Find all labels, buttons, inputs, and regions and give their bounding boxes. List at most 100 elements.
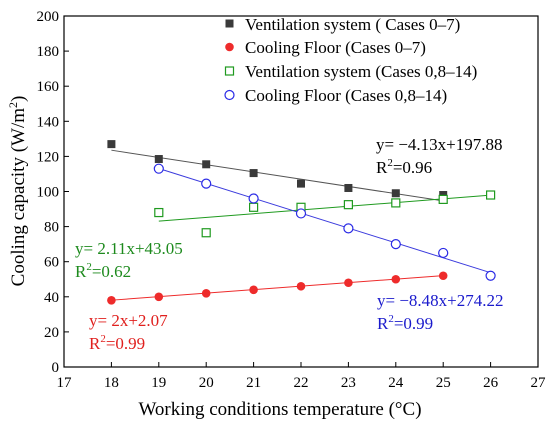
- r-squared-suffix: =0.62: [92, 262, 131, 281]
- annotation-cooling-floor-0-8-14: y= −8.48x+274.22 R2=0.99: [377, 291, 504, 333]
- legend-entry-cooling-floor-0-7: Cooling Floor (Cases 0–7): [225, 38, 426, 57]
- data-point-filled-square: [154, 155, 163, 164]
- r-squared-suffix: =0.99: [106, 334, 145, 353]
- data-point-filled-square: [391, 189, 400, 198]
- y-axis-label-main: Cooling capacity (W/m: [8, 108, 29, 287]
- x-tick-label: 19: [151, 375, 166, 391]
- x-tick-label: 17: [57, 375, 73, 391]
- data-point-open-square: [201, 228, 211, 238]
- fit-line-series-2: [158, 194, 491, 222]
- data-point-filled-circle: [201, 288, 211, 298]
- data-point-open-square: [249, 202, 259, 212]
- legend-entry-cooling-floor-0-8-14: Cooling Floor (Cases 0,8–14): [224, 86, 447, 105]
- x-tick-label: 26: [483, 375, 499, 391]
- r-squared-superscript: 2: [387, 157, 393, 169]
- data-point-open-circle: [438, 247, 449, 259]
- r-squared-label: R2=0.62: [75, 261, 131, 281]
- fit-lines: [111, 149, 491, 301]
- data-point-open-circle: [153, 163, 164, 174]
- r-squared-suffix: =0.99: [394, 314, 433, 333]
- data-point-open-square: [438, 194, 448, 204]
- y-axis-label-close: ): [8, 96, 29, 102]
- data-point-filled-circle: [107, 296, 116, 305]
- legend-label: Ventilation system (Cases 0,8–14): [245, 62, 477, 81]
- data-point-filled-circle: [344, 278, 353, 288]
- y-axis-label: Cooling capacity (W/m2): [6, 96, 29, 287]
- y-tick-label: 160: [37, 79, 60, 95]
- x-tick-label: 20: [199, 375, 214, 391]
- legend-entry-ventilation-0-7: Ventilation system ( Cases 0–7): [225, 15, 460, 34]
- y-axis-ticks: 0 20 40 60 80 100 120 140 160 180 200: [37, 9, 69, 376]
- data-point-filled-circle: [296, 281, 306, 291]
- r-squared-superscript: 2: [100, 333, 106, 345]
- y-tick-label: 200: [37, 9, 60, 25]
- legend-label: Cooling Floor (Cases 0–7): [245, 38, 426, 57]
- data-markers: [107, 140, 496, 305]
- legend-marker-filled-square: [225, 19, 234, 28]
- fit-line-series-0: [111, 149, 444, 202]
- fit-line-series-1: [111, 275, 444, 301]
- r-squared-superscript: 2: [388, 313, 394, 325]
- data-point-open-square: [391, 198, 401, 208]
- data-point-open-square: [343, 200, 353, 210]
- fit-line-series-3: [158, 168, 491, 274]
- x-tick-label: 25: [436, 375, 451, 391]
- data-point-open-square: [154, 207, 164, 218]
- legend-label: Ventilation system ( Cases 0–7): [245, 15, 460, 34]
- data-point-filled-square: [344, 183, 353, 192]
- legend-marker-open-circle: [224, 89, 235, 101]
- r-squared-label: R2=0.99: [89, 333, 145, 353]
- data-point-open-square: [486, 190, 496, 200]
- legend-label: Cooling Floor (Cases 0,8–14): [245, 86, 447, 105]
- r-squared-prefix: R: [377, 314, 389, 333]
- data-point-open-circle: [485, 270, 496, 281]
- data-point-filled-square: [249, 169, 258, 178]
- data-point-open-circle: [201, 178, 212, 189]
- legend: Ventilation system ( Cases 0–7) Cooling …: [224, 15, 477, 105]
- x-tick-label: 23: [341, 375, 356, 391]
- data-point-filled-square: [107, 140, 116, 149]
- x-tick-label: 18: [104, 375, 119, 391]
- x-tick-label: 27: [531, 375, 547, 391]
- y-tick-label: 80: [44, 220, 59, 236]
- x-tick-label: 21: [246, 375, 261, 391]
- y-tick-label: 40: [44, 290, 59, 306]
- r-squared-superscript: 2: [86, 261, 92, 273]
- data-point-filled-square: [297, 179, 305, 188]
- y-tick-label: 180: [37, 44, 60, 60]
- r-squared-prefix: R: [376, 158, 388, 177]
- r-squared-label: R2=0.99: [377, 313, 433, 333]
- y-tick-label: 60: [44, 255, 59, 271]
- y-tick-label: 20: [44, 325, 59, 341]
- legend-marker-open-square: [224, 66, 235, 76]
- legend-entry-ventilation-0-8-14: Ventilation system (Cases 0,8–14): [224, 62, 477, 81]
- x-tick-label: 22: [294, 375, 309, 391]
- x-axis-label: Working conditions temperature (°C): [138, 399, 421, 420]
- y-tick-label: 0: [52, 360, 60, 376]
- annotation-cooling-floor-0-7: y= 2x+2.07 R2=0.99: [89, 311, 168, 353]
- r-squared-label: R2=0.96: [376, 157, 432, 177]
- y-axis-label-superscript: 2: [6, 102, 20, 108]
- data-point-filled-circle: [391, 274, 401, 284]
- x-axis-ticks: 17 18 19 20 21 22 23 24 25 26 27: [57, 362, 547, 391]
- data-point-open-circle: [295, 208, 307, 219]
- regression-equation: y= −4.13x+197.88: [376, 135, 503, 154]
- regression-equation: y= 2x+2.07: [89, 311, 168, 330]
- y-tick-label: 120: [37, 149, 60, 165]
- regression-equation: y= 2.11x+43.05: [75, 239, 183, 258]
- r-squared-suffix: =0.96: [393, 158, 432, 177]
- legend-marker-filled-circle: [225, 42, 234, 52]
- regression-equation: y= −8.48x+274.22: [377, 291, 504, 310]
- y-tick-label: 140: [37, 114, 60, 130]
- r-squared-prefix: R: [89, 334, 101, 353]
- annotation-ventilation-0-8-14: y= 2.11x+43.05 R2=0.62: [75, 239, 183, 281]
- data-point-open-circle: [248, 193, 259, 204]
- data-point-filled-circle: [249, 285, 258, 295]
- x-tick-label: 24: [388, 375, 404, 391]
- data-point-open-circle: [390, 239, 401, 250]
- data-point-filled-circle: [154, 292, 164, 302]
- r-squared-prefix: R: [75, 262, 87, 281]
- data-point-filled-circle: [438, 271, 448, 281]
